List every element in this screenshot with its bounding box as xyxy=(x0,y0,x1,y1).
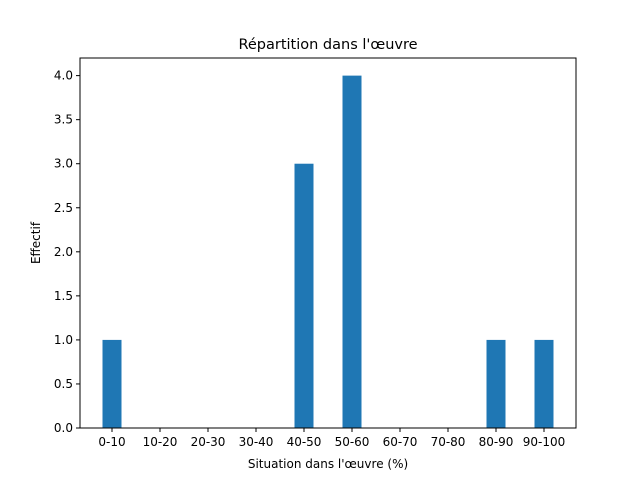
x-tick-label: 20-30 xyxy=(191,435,226,449)
x-tick-label: 0-10 xyxy=(98,435,125,449)
y-tick-label: 4.0 xyxy=(54,69,73,83)
bars-group xyxy=(102,75,554,428)
y-tick-label: 3.5 xyxy=(54,113,73,127)
x-axis-label: Situation dans l'œuvre (%) xyxy=(248,457,408,471)
y-axis-label: Effectif xyxy=(29,221,43,264)
chart-title: Répartition dans l'œuvre xyxy=(238,37,417,53)
x-tick-label: 90-100 xyxy=(523,435,566,449)
y-axis-ticks: 0.0 0.5 1.0 1.5 2.0 2.5 3.0 3.5 4.0 xyxy=(54,69,80,435)
x-tick-label: 50-60 xyxy=(335,435,370,449)
y-tick-label: 1.5 xyxy=(54,289,73,303)
plot-frame xyxy=(79,57,577,429)
y-tick-label: 3.0 xyxy=(54,157,73,171)
x-tick-label: 10-20 xyxy=(143,435,178,449)
bar-40-50 xyxy=(294,163,314,428)
x-tick-label: 70-80 xyxy=(431,435,466,449)
bar-80-90 xyxy=(486,339,506,428)
x-axis-ticks: 0-10 10-20 20-30 30-40 40-50 50-60 60-70 70-80 8… xyxy=(98,428,565,449)
bar-90-100 xyxy=(534,339,554,428)
bar-0-10 xyxy=(102,339,122,428)
x-tick-label: 60-70 xyxy=(383,435,418,449)
y-tick-label: 2.0 xyxy=(54,245,73,259)
x-tick-label: 30-40 xyxy=(239,435,274,449)
y-tick-label: 2.5 xyxy=(54,201,73,215)
y-tick-label: 0.5 xyxy=(54,377,73,391)
y-tick-label: 1.0 xyxy=(54,333,73,347)
bar-50-60 xyxy=(342,75,362,428)
x-tick-label: 80-90 xyxy=(479,435,514,449)
y-tick-label: 0.0 xyxy=(54,421,73,435)
x-tick-label: 40-50 xyxy=(287,435,322,449)
